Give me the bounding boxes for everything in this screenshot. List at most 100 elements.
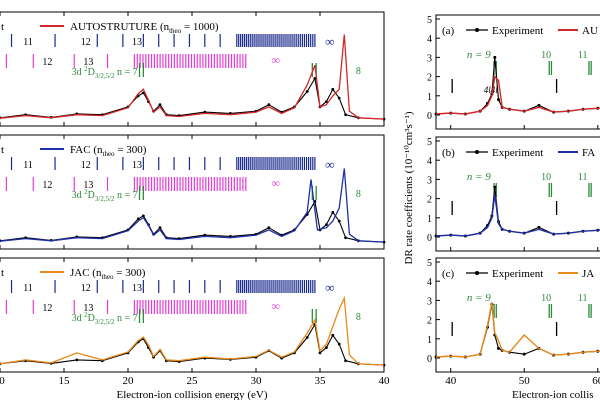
infinity-label: ∞ bbox=[325, 280, 334, 295]
y-tick-label: 5 bbox=[427, 137, 432, 148]
experiment-point bbox=[493, 185, 497, 189]
x-tick-label: 35 bbox=[315, 375, 327, 387]
series-line-fac bbox=[0, 168, 385, 243]
label-text: 3d bbox=[72, 67, 85, 78]
series-line-experiment bbox=[0, 199, 385, 243]
legend-text: FAC (n bbox=[70, 144, 103, 156]
n11-label: 11 bbox=[578, 172, 588, 183]
series-label: 13 bbox=[132, 37, 142, 48]
y-tick-label: 3 bbox=[427, 53, 432, 64]
label-text: n = 7 bbox=[115, 67, 138, 78]
infinity-label: ∞ bbox=[325, 34, 334, 49]
y-tick-label: 2 bbox=[427, 73, 432, 84]
n10-label: 10 bbox=[541, 50, 551, 61]
y-tick-label: 1 bbox=[427, 335, 432, 346]
n10-label: 10 bbox=[541, 293, 551, 304]
series-line-theory bbox=[435, 194, 600, 237]
panel-frame bbox=[0, 134, 385, 250]
series-line-autostruture bbox=[0, 34, 385, 120]
series-label: 12 bbox=[81, 283, 91, 294]
series-label: 12 bbox=[42, 57, 52, 68]
series-label: 13 bbox=[132, 160, 142, 171]
y-tick-label: 0 bbox=[427, 354, 432, 365]
experiment-point bbox=[318, 351, 322, 355]
y-tick-label: 1 bbox=[427, 92, 432, 103]
infinity-label: ∞ bbox=[271, 53, 280, 67]
experiment-point bbox=[331, 87, 335, 91]
legend-label: Experiment bbox=[492, 268, 543, 280]
series-label: 12 bbox=[42, 180, 52, 191]
panel-frame bbox=[0, 257, 385, 373]
label-subscript: 3/2,5/2 bbox=[95, 72, 115, 80]
x-tick-label: 15 bbox=[59, 375, 71, 387]
n9-label: n = 9 bbox=[467, 171, 491, 183]
n8-label: 8 bbox=[356, 189, 361, 200]
x-tick-label: 50 bbox=[519, 375, 531, 387]
legend-text: = 300) bbox=[115, 144, 147, 156]
y-tick-label: 4 bbox=[427, 34, 432, 45]
x-tick-label: 40 bbox=[379, 375, 391, 387]
label-superscript: 2 bbox=[84, 311, 88, 319]
legend-text: = 1000) bbox=[181, 21, 219, 33]
y-tick-label: 2 bbox=[427, 195, 432, 206]
experiment-point bbox=[537, 225, 541, 229]
y-tick-label: 5 bbox=[427, 258, 432, 269]
left-panel-1: t FAC (ntheo = 300) ∞ 11 12 13 12 13 ∞ 3d 2D3/2,5… bbox=[0, 134, 386, 250]
series-label: 11 bbox=[23, 37, 33, 48]
configuration-label: 3d 2D3/2,5/2 n = 7 bbox=[72, 311, 138, 326]
legend-text: = 300) bbox=[114, 267, 146, 279]
series-label: 13 bbox=[83, 180, 93, 191]
label-text: D bbox=[88, 313, 95, 324]
n9-label: n = 9 bbox=[467, 292, 491, 304]
experiment-point bbox=[75, 358, 79, 362]
legend-subscript: theo bbox=[103, 150, 116, 158]
subplot-label: (b) bbox=[442, 147, 455, 159]
experiment-point bbox=[497, 346, 500, 350]
y-tick-label: 3 bbox=[427, 296, 432, 307]
series-label: 13 bbox=[83, 303, 93, 314]
legend-label: JA bbox=[582, 268, 594, 280]
x-tick-label: 40 bbox=[445, 375, 457, 387]
experiment-point bbox=[325, 100, 328, 103]
subplot-label: (c) bbox=[442, 268, 455, 280]
experiment-point bbox=[313, 76, 317, 80]
x-axis-label: Electron-ion collision energy (eV) bbox=[117, 389, 268, 400]
n11-label: 11 bbox=[578, 293, 588, 304]
label-text: n = 7 bbox=[115, 313, 138, 324]
series-label: 11 bbox=[23, 283, 33, 294]
n8-label: 8 bbox=[356, 66, 361, 77]
legend-label: FA bbox=[582, 147, 595, 159]
experiment-point bbox=[267, 103, 271, 107]
experiment-point bbox=[136, 217, 140, 221]
subplot-label: (a) bbox=[442, 25, 455, 37]
y-tick-label: 3 bbox=[427, 175, 432, 186]
experiment-point bbox=[158, 103, 162, 107]
experiment-point bbox=[325, 223, 328, 227]
n8-label: 8 bbox=[356, 312, 361, 323]
series-line-theory bbox=[435, 75, 600, 115]
y-tick-label: 2 bbox=[427, 316, 432, 327]
y-tick-label: 1 bbox=[427, 214, 432, 225]
series-line-theory bbox=[435, 302, 600, 358]
x-tick-label: 60 bbox=[592, 375, 600, 387]
legend-text: JAC (n bbox=[70, 267, 102, 279]
experiment-point bbox=[305, 336, 309, 339]
experiment-point bbox=[158, 226, 162, 230]
experiment-point bbox=[337, 219, 341, 223]
label-text: n = 7 bbox=[115, 190, 138, 201]
experiment-point bbox=[344, 113, 347, 117]
experiment-point bbox=[344, 359, 347, 363]
x-tick-label: 20 bbox=[123, 375, 135, 387]
experiment-point bbox=[305, 90, 309, 93]
legend-marker bbox=[475, 28, 479, 32]
experiment-point bbox=[522, 352, 526, 356]
legend-subscript: theo bbox=[101, 273, 114, 281]
legend-marker bbox=[475, 150, 479, 154]
legend-fragment: t bbox=[1, 21, 4, 33]
configuration-label: 3d 2D3/2,5/2 n = 7 bbox=[72, 65, 138, 80]
label-text: D bbox=[88, 190, 95, 201]
legend-text: AUTOSTRUTURE (n bbox=[70, 21, 170, 33]
x-tick-label: 0 bbox=[0, 375, 5, 387]
